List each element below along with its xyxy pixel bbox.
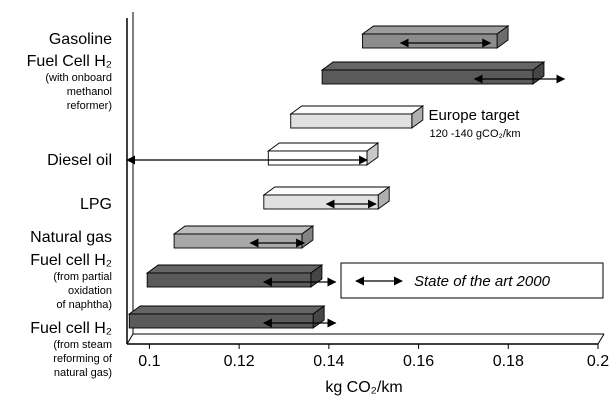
category-sublabel: methanol	[67, 86, 112, 98]
bar-front-face	[173, 233, 303, 249]
category-sublabel: of naphtha)	[56, 299, 112, 311]
category-label: Diesel oil	[47, 152, 112, 169]
category-sublabel: reformer)	[67, 100, 112, 112]
bar-top-face	[266, 142, 380, 152]
category-3: LPG	[80, 196, 112, 213]
category-5: Fuel cell H₂ (from partial oxidation of nap…	[30, 252, 112, 311]
bar-1	[320, 61, 546, 85]
bar-top-face	[127, 305, 326, 315]
x-tick-label: 0.2	[587, 353, 609, 370]
bar-top-face	[172, 225, 315, 235]
bar-front-face	[267, 150, 368, 166]
plot-frame	[126, 12, 605, 345]
x-tick-label: 0.14	[313, 353, 344, 370]
category-sublabel: (from partial	[53, 271, 112, 283]
legend-label: State of the art 2000	[414, 273, 551, 290]
target-range: 120 -140 gCO₂/km	[429, 128, 520, 140]
floor-right-edge	[597, 333, 605, 345]
category-0: Gasoline	[49, 31, 112, 48]
floor-left-edge	[126, 333, 134, 345]
bar-front-face	[290, 113, 413, 129]
bar-3	[266, 142, 380, 166]
bar-0	[361, 25, 510, 49]
category-2: Diesel oil	[47, 152, 112, 169]
x-tick-label: 0.18	[493, 353, 524, 370]
bar-6	[145, 264, 324, 288]
bar-top-face	[320, 61, 546, 71]
category-sublabel: (from steam	[53, 339, 112, 351]
category-label: Fuel cell H₂	[30, 252, 112, 269]
bar-5	[172, 225, 315, 249]
category-6: Fuel cell H₂ (from steam reforming of natur…	[30, 320, 113, 379]
category-label: Natural gas	[30, 229, 112, 246]
target-title: Europe target	[429, 107, 521, 124]
europe-target-annotation: Europe target 120 -140 gCO₂/km	[429, 107, 521, 140]
category-4: Natural gas	[30, 229, 112, 246]
x-axis-ticks: 0.1 0.12 0.14 0.16 0.18 0.2	[138, 344, 609, 370]
bar-2	[289, 105, 425, 129]
bar-front-face	[128, 313, 314, 329]
bar-front-face	[146, 272, 312, 288]
x-tick-label: 0.1	[138, 353, 160, 370]
bar-front-face	[321, 69, 534, 85]
category-label: LPG	[80, 196, 112, 213]
category-sublabel: oxidation	[68, 285, 112, 297]
category-sublabel: natural gas)	[54, 367, 112, 379]
bar-7	[127, 305, 326, 329]
x-tick-label: 0.16	[403, 353, 434, 370]
bar-4	[262, 186, 391, 210]
category-label: Fuel cell H₂	[30, 320, 112, 337]
x-tick-label: 0.12	[224, 353, 255, 370]
bar-top-face	[262, 186, 391, 196]
category-sublabel: (with onboard	[45, 72, 112, 84]
bar-front-face	[263, 194, 379, 210]
bar-top-face	[289, 105, 425, 115]
category-label: Fuel Cell H₂	[27, 53, 112, 70]
category-sublabel: reforming of	[53, 353, 113, 365]
category-1: Fuel Cell H₂ (with onboard methanol reforme…	[27, 53, 112, 112]
category-labels: Gasoline Fuel Cell H₂ (with onboard methano…	[27, 31, 113, 379]
bar-top-face	[361, 25, 510, 35]
category-label: Gasoline	[49, 31, 112, 48]
bar-front-face	[362, 33, 498, 49]
x-axis-title: kg CO₂/km	[325, 379, 402, 396]
bar-top-face	[145, 264, 324, 274]
state-of-art-arrows	[126, 38, 566, 328]
legend: State of the art 2000	[340, 262, 604, 299]
